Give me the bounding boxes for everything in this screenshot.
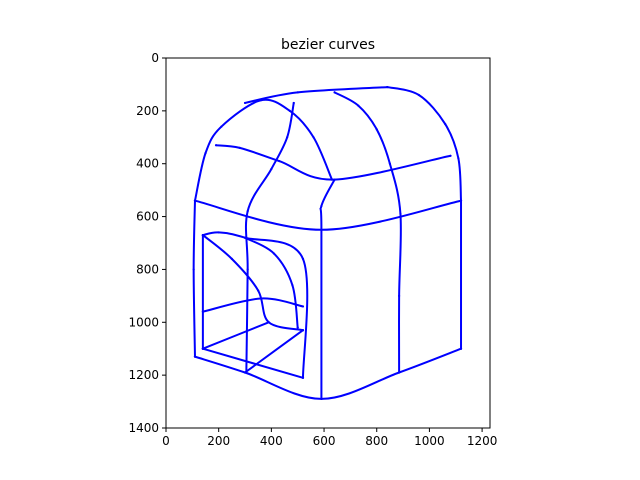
curve-10-point-3 xyxy=(320,397,323,401)
curve-11-point-3 xyxy=(193,355,197,358)
curve-5-point-4 xyxy=(246,210,249,213)
curve-6-point-5 xyxy=(449,154,452,157)
y-tick-label-1400: 1400 xyxy=(128,421,159,435)
curve-15-point-3 xyxy=(257,289,260,292)
y-tick-label-1200: 1200 xyxy=(128,368,159,382)
curve-6-point-2 xyxy=(238,146,241,149)
curve-3-point-4 xyxy=(457,157,460,160)
bezier-curve-16 xyxy=(244,236,299,329)
curve-7-point-2 xyxy=(320,204,323,208)
y-tick-label-600: 600 xyxy=(136,210,159,224)
y-tick-label-0: 0 xyxy=(151,51,159,65)
curve-5-point-5 xyxy=(246,268,249,271)
curve-5-point-3 xyxy=(270,167,273,171)
curve-16-point-2 xyxy=(272,252,276,255)
curve-3-point-2 xyxy=(417,93,420,97)
bezier-curve-19 xyxy=(244,329,304,374)
x-tick-label-1200: 1200 xyxy=(467,434,498,448)
curve-17-point-2 xyxy=(259,297,262,300)
curve-18-point-2 xyxy=(267,321,270,324)
x-tick-label-600: 600 xyxy=(313,434,336,448)
curve-19-point-1 xyxy=(243,371,247,374)
x-tick-label-800: 800 xyxy=(365,434,388,448)
x-axis: 0 200 400 600 800 1000 1200 xyxy=(162,428,497,448)
curve-14-point-2 xyxy=(301,376,305,379)
y-tick-label-200: 200 xyxy=(136,104,159,118)
curve-17-point-1 xyxy=(201,310,204,313)
curve-4-point-4 xyxy=(388,162,391,165)
x-tick-label-200: 200 xyxy=(207,434,230,448)
curve-10-point-1 xyxy=(459,347,463,350)
curve-2-point-2 xyxy=(296,91,299,94)
x-tick-label-400: 400 xyxy=(260,434,283,448)
curve-11-point-2 xyxy=(192,268,195,271)
curve-10-point-2 xyxy=(398,371,401,374)
curve-4-point-1 xyxy=(333,91,336,94)
curve-17-point-3 xyxy=(301,305,305,308)
curve-1-point-3 xyxy=(220,125,223,128)
curve-5-point-2 xyxy=(286,136,289,139)
curve-15-point-2 xyxy=(230,257,233,260)
curve-16-point-3 xyxy=(291,284,294,287)
curve-16-point-4 xyxy=(296,326,299,329)
curve-3-point-3 xyxy=(444,122,447,126)
y-tick-label-400: 400 xyxy=(136,157,159,171)
curve-13-point-4 xyxy=(301,257,305,260)
curve-1-point-5 xyxy=(288,109,291,112)
curve-4-point-5 xyxy=(399,212,402,216)
x-tick-label-1000: 1000 xyxy=(414,434,445,448)
plot-area xyxy=(192,85,463,401)
bezier-curve-18 xyxy=(201,321,270,350)
curve-1-point-6 xyxy=(312,136,315,139)
y-tick-label-1000: 1000 xyxy=(128,315,159,329)
bezier-curve-7 xyxy=(319,178,336,400)
curve-13-point-2 xyxy=(217,231,220,234)
curve-3-point-1 xyxy=(386,85,389,89)
curve-2-point-1 xyxy=(243,101,247,105)
curve-1-point-2 xyxy=(204,152,207,155)
curve-6-point-1 xyxy=(214,144,218,147)
curve-7-point-1 xyxy=(333,178,336,181)
curve-15-point-1 xyxy=(201,233,204,237)
chart-title: bezier curves xyxy=(281,37,375,53)
axes-frame xyxy=(165,57,491,429)
bezier-curve-13 xyxy=(201,231,309,379)
curve-4-point-6 xyxy=(398,294,401,297)
bezier-curve-14 xyxy=(201,347,304,379)
curve-18-point-1 xyxy=(201,347,204,350)
curve-8-point-2 xyxy=(320,228,323,231)
curve-5-point-1 xyxy=(292,101,295,105)
y-tick-label-800: 800 xyxy=(136,262,159,276)
curve-11-point-1 xyxy=(193,199,197,202)
curve-16-point-1 xyxy=(243,236,247,239)
curve-6-point-3 xyxy=(278,159,281,163)
curve-9-point-1 xyxy=(459,199,463,202)
y-axis: 0 200 400 600 800 1000 1200 1400 xyxy=(128,51,166,435)
bezier-curve-6 xyxy=(215,144,452,181)
x-tick-label-0: 0 xyxy=(162,434,170,448)
curve-4-point-2 xyxy=(357,104,360,107)
curve-4-point-3 xyxy=(375,128,378,131)
curve-19-point-2 xyxy=(301,329,305,332)
